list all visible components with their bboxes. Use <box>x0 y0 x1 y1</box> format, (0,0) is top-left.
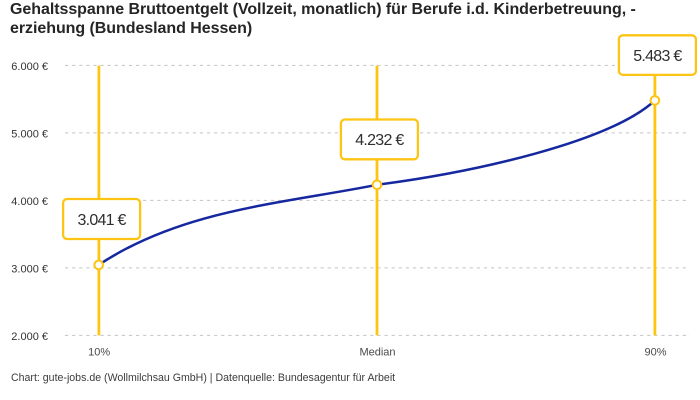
svg-text:4.232 €: 4.232 € <box>355 132 404 149</box>
svg-text:3.000 €: 3.000 € <box>11 263 48 275</box>
svg-text:5.000 €: 5.000 € <box>11 128 48 140</box>
svg-text:90%: 90% <box>644 346 666 358</box>
svg-text:10%: 10% <box>88 346 110 358</box>
svg-text:4.000 €: 4.000 € <box>11 196 48 208</box>
svg-text:6.000 €: 6.000 € <box>11 61 48 73</box>
svg-text:3.041 €: 3.041 € <box>77 212 126 229</box>
svg-text:2.000 €: 2.000 € <box>11 331 48 343</box>
svg-text:Chart: gute-jobs.de (Wollmilch: Chart: gute-jobs.de (Wollmilchsau GmbH) … <box>11 372 395 384</box>
svg-text:5.483 €: 5.483 € <box>633 48 682 65</box>
svg-text:Median: Median <box>359 346 395 358</box>
